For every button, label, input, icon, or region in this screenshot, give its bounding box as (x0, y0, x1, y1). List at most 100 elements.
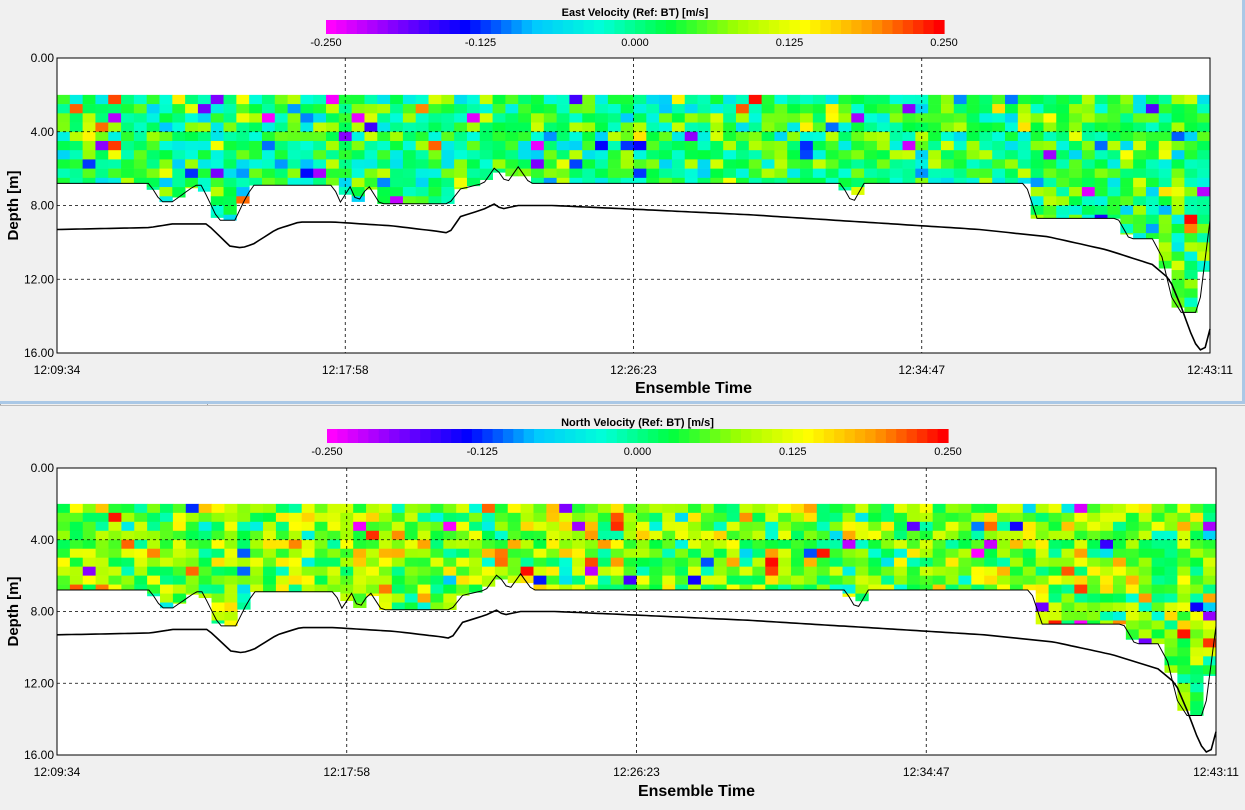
heatmap-cell (1017, 131, 1032, 142)
heatmap-cell (314, 575, 328, 585)
heatmap-cell (791, 539, 805, 550)
heatmap-cell (377, 104, 391, 114)
heatmap-cell (300, 104, 314, 114)
heatmap-cell (940, 122, 955, 133)
heatmap-cell (1100, 503, 1114, 514)
heatmap-cell (662, 584, 676, 591)
heatmap-cell (198, 566, 212, 576)
heatmap-cell (992, 104, 1006, 114)
heatmap-cell (997, 521, 1011, 532)
heatmap-cell (825, 159, 839, 169)
heatmap-cell (108, 122, 122, 133)
colorbar-segment (841, 20, 852, 34)
heatmap-cell (752, 503, 766, 514)
heatmap-cell (1151, 638, 1165, 645)
heatmap-cell (57, 539, 71, 550)
heatmap-cell (953, 140, 967, 151)
heatmap-cell (1043, 159, 1057, 169)
heatmap-cell (146, 94, 160, 105)
heatmap-cell (633, 159, 647, 169)
heatmap-cell (710, 177, 724, 184)
heatmap-cell (684, 168, 698, 179)
heatmap-cell (377, 150, 391, 160)
heatmap-cell (966, 122, 980, 133)
heatmap-cell (1184, 251, 1198, 262)
heatmap-cell (1177, 557, 1191, 567)
heatmap-cell (1017, 140, 1032, 151)
heatmap-cell (572, 503, 586, 514)
heatmap-cell (855, 566, 869, 576)
heatmap-cell (288, 557, 303, 567)
heatmap-cell (953, 131, 967, 142)
colorbar-segment (451, 429, 463, 443)
heatmap-cell (494, 503, 509, 514)
heatmap-cell (1177, 611, 1191, 621)
heatmap-cell (531, 168, 545, 179)
heatmap-cell (1022, 512, 1037, 523)
heatmap-cell (121, 566, 135, 576)
heatmap-cell (211, 602, 225, 612)
heatmap-cell (1151, 620, 1165, 630)
heatmap-cell (906, 575, 921, 585)
heatmap-cell (675, 512, 689, 523)
heatmap-cell (971, 521, 985, 532)
heatmap-cell (287, 177, 301, 186)
heatmap-cell (351, 113, 365, 123)
heatmap-cell (940, 94, 955, 105)
heatmap-cell (739, 557, 753, 567)
heatmap-cell (404, 512, 418, 523)
y-tick-label: 12.00 (24, 272, 54, 286)
heatmap-cell (274, 140, 288, 151)
heatmap-cell (133, 177, 148, 184)
heatmap-cell (82, 530, 97, 541)
heatmap-cell (1138, 620, 1153, 630)
heatmap-cell (894, 557, 908, 567)
colorbar-segment (523, 429, 535, 443)
y-tick-label: 0.00 (31, 51, 55, 65)
heatmap-cell (404, 602, 418, 611)
heatmap-cell (185, 566, 200, 576)
heatmap-cell (829, 557, 843, 567)
heatmap-cell (95, 539, 109, 550)
heatmap-cell (607, 150, 622, 160)
heatmap-cell (688, 530, 702, 541)
colorbar-segment (439, 20, 451, 34)
colorbar-segment (480, 20, 492, 34)
heatmap-cell (390, 104, 404, 114)
heatmap-cell (1145, 113, 1160, 123)
heatmap-cell (1069, 214, 1083, 219)
heatmap-cell (428, 113, 442, 123)
heatmap-cell (1184, 150, 1198, 160)
colorbar-segment (326, 20, 337, 34)
heatmap-cell (1171, 159, 1185, 169)
heatmap-cell (1184, 233, 1198, 243)
heatmap-cell (1107, 94, 1121, 105)
heatmap-cell (1171, 205, 1185, 216)
heatmap-cell (1138, 638, 1153, 645)
heatmap-cell (300, 168, 314, 179)
heatmap-cell (146, 131, 160, 142)
heatmap-cell (556, 150, 570, 160)
heatmap-cell (121, 575, 135, 585)
heatmap-cell (1133, 177, 1147, 188)
heatmap-cell (441, 94, 455, 105)
heatmap-cell (1022, 548, 1037, 558)
heatmap-cell (800, 131, 814, 142)
heatmap-cell (1100, 512, 1114, 523)
heatmap-cell (697, 94, 711, 105)
heatmap-cell (95, 140, 109, 151)
heatmap-cell (932, 557, 946, 567)
heatmap-cell (1074, 593, 1088, 603)
heatmap-cell (671, 94, 686, 105)
heatmap-cell (748, 122, 763, 133)
heatmap-cell (1184, 113, 1198, 123)
heatmap-cell (761, 150, 775, 160)
bottom-track-line (56, 609, 1217, 754)
heatmap-cell (121, 177, 135, 184)
heatmap-cell (1074, 620, 1088, 625)
heatmap-cell (469, 530, 483, 541)
heatmap-cell (992, 140, 1006, 151)
x-tick-label: 12:43:11 (1187, 363, 1233, 377)
x-tick-label: 12:26:23 (613, 765, 660, 779)
heatmap-cell (1145, 104, 1160, 114)
